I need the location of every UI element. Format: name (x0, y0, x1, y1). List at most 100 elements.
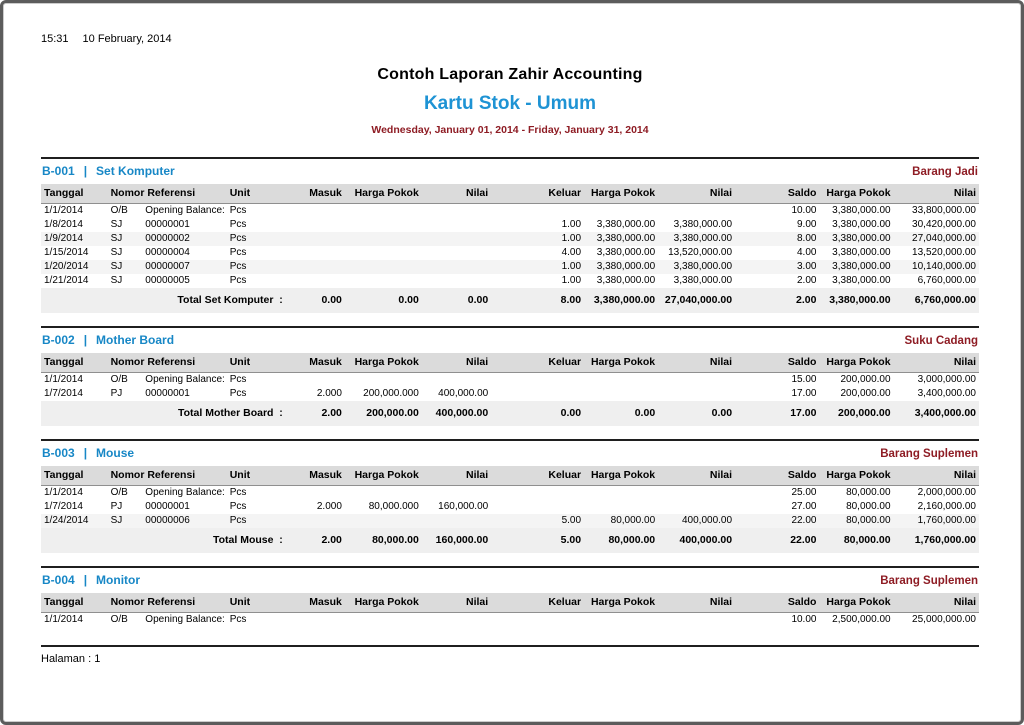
cell: 10,140,000.00 (893, 260, 979, 274)
company-title: Contoh Laporan Zahir Accounting (377, 66, 643, 83)
cell: 3,380,000.00 (596, 275, 656, 286)
total-cell: 1,760,000.00 (893, 528, 979, 553)
cell: 2,500,000.00 (832, 614, 891, 625)
column-header: Harga Pokok (344, 466, 422, 486)
cell: Opening Balance: (145, 487, 225, 498)
column-header: Keluar (491, 353, 585, 373)
cell (422, 373, 491, 388)
total-cell: 0.00 (658, 401, 736, 426)
cell: 1/20/2014 (41, 260, 108, 274)
cell: 80,000.00 (584, 514, 659, 528)
cell: 1/9/2014 (41, 232, 108, 246)
section-separator: | (83, 446, 88, 460)
cell (421, 514, 492, 528)
column-header: Nilai (658, 184, 736, 204)
column-header: Nilai (421, 466, 492, 486)
cell: 13,520,000.00 (912, 247, 976, 258)
section-header: B-002 | Mother Board Suku Cadang (41, 328, 979, 353)
cell: Pcs (229, 487, 247, 498)
cell: Pcs (229, 501, 247, 512)
cell: Pcs (229, 275, 247, 286)
section-category: Suku Cadang (904, 335, 978, 347)
cell: 27,040,000.00 (893, 232, 979, 246)
cell: PJ (110, 388, 123, 399)
cell (286, 486, 345, 501)
cell: 3,380,000.00 (832, 275, 891, 286)
section-header: B-004 | Monitor Barang Suplemen (41, 568, 979, 593)
total-cell: 80,000.00 (344, 528, 422, 553)
column-header: Nomor Referensi (107, 353, 227, 373)
column-header: Nilai (893, 466, 979, 486)
cell (491, 387, 584, 401)
cell: 4.00 (797, 247, 817, 258)
section-category: Barang Jadi (912, 166, 978, 178)
cell: Opening Balance: (145, 614, 225, 625)
cell (345, 486, 422, 501)
column-header: Masuk (285, 466, 345, 486)
column-header: Keluar (491, 593, 585, 613)
cell (584, 500, 658, 514)
cell: Pcs (229, 219, 247, 230)
cell: 200,000.000 (363, 388, 419, 399)
footer-divider (41, 645, 979, 647)
column-header: Tanggal (41, 184, 108, 204)
cell (285, 260, 345, 274)
cell: 33,800,000.00 (912, 205, 976, 216)
cell (345, 373, 422, 388)
cell: SJ (107, 232, 143, 246)
cell: 2,000,000.00 (917, 487, 976, 498)
cell: 30,420,000.00 (912, 219, 976, 230)
total-cell: 0.00 (491, 401, 585, 426)
cell: 25.00 (791, 487, 817, 498)
column-header: Harga Pokok (584, 184, 659, 204)
cell: 3,000,000.00 (917, 374, 976, 385)
cell: 22.00 (735, 514, 820, 528)
total-label: Total Mother Board : (41, 401, 286, 426)
total-cell: 0.00 (584, 401, 659, 426)
cell: 1/15/2014 (44, 247, 89, 258)
cell: 3,380,000.00 (596, 219, 656, 230)
column-header: Nilai (893, 593, 979, 613)
cell: 17.00 (791, 388, 817, 399)
section-header: B-003 | Mouse Barang Suplemen (41, 441, 979, 466)
column-header: Tanggal (41, 466, 108, 486)
cell: 1/1/2014 (44, 614, 83, 625)
cell (584, 486, 658, 501)
column-header: Keluar (491, 184, 585, 204)
report-title: Kartu Stok - Umum (423, 93, 597, 114)
cell: Pcs (226, 260, 286, 274)
section-separator: | (83, 573, 88, 587)
table-body: 1/1/2014 O/B Opening Balance: Pcs 10.00 3,380… (41, 204, 979, 313)
column-header: Harga Pokok (344, 593, 422, 613)
section-title: B-004 | Monitor (42, 573, 140, 587)
cell: 8.00 (735, 232, 820, 246)
cell: 1/8/2014 (44, 219, 83, 230)
column-header: Nomor Referensi (107, 466, 227, 486)
cell: 27.00 (791, 501, 817, 512)
cell: 80,000.00 (819, 514, 894, 528)
cell: Pcs (229, 388, 247, 399)
total-cell: 400,000.00 (421, 401, 492, 426)
stock-section: B-001 | Set Komputer Barang Jadi Tanggal No… (41, 157, 979, 313)
section-code: B-003 (42, 446, 75, 460)
cell (491, 486, 584, 501)
cell: 3,380,000.00 (658, 232, 736, 246)
cell: O/B (110, 374, 128, 385)
cell: 00000001 (145, 219, 190, 230)
cell (584, 387, 658, 401)
total-cell: 3,380,000.00 (819, 288, 894, 313)
column-header: Saldo (735, 184, 820, 204)
cell (345, 246, 422, 260)
cell: 1/1/2014 (44, 374, 83, 385)
page-number: Halaman : 1 (41, 653, 101, 665)
stock-table: Tanggal Nomor Referensi Unit Masuk Harga Pok… (41, 593, 979, 627)
cell (285, 232, 345, 246)
section-header: B-001 | Set Komputer Barang Jadi (41, 159, 979, 184)
cell: 3,380,000.00 (832, 205, 891, 216)
cell (584, 613, 658, 628)
cell: 3,380,000.00 (832, 247, 891, 258)
table-row: 1/24/2014 SJ 00000006 Pcs 5.00 80,000.00 400,0… (41, 514, 979, 528)
cell: 200,000.00 (840, 374, 891, 385)
sections: B-001 | Set Komputer Barang Jadi Tanggal No… (41, 157, 979, 627)
